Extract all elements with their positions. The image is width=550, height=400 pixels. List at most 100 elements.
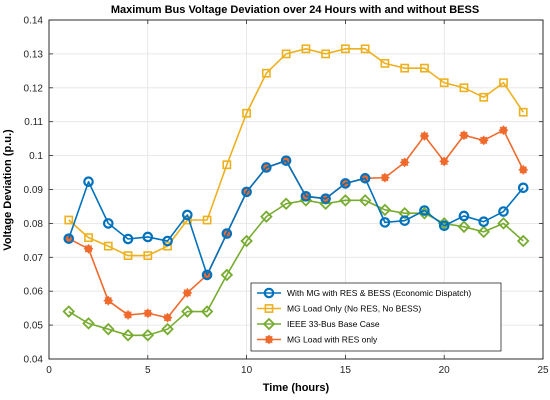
data-point-square [202, 215, 212, 225]
data-point-diamond [240, 234, 253, 248]
data-point-diamond [516, 234, 530, 248]
data-point-square [439, 78, 449, 88]
star-ray [480, 136, 488, 145]
data-point-circle [102, 218, 114, 229]
data-point-circle [340, 178, 351, 189]
y-tick-label: 0.06 [24, 287, 44, 298]
star-ray [144, 309, 152, 317]
legend-item: IEEE 33-Bus Base Case [257, 317, 380, 331]
legend-label: MG Load Only (No RES, No BESS) [287, 304, 421, 314]
y-axis: 0.04 0.05 0.06 0.07 0.08 0.09 0.1 0.11 0.12 0.13 0… [24, 16, 543, 366]
data-point-circle [320, 193, 331, 204]
series-square [64, 44, 528, 261]
data-point-square [400, 63, 410, 73]
data-point-circle [300, 190, 312, 202]
data-point-circle [221, 228, 233, 239]
x-axis: 0 5 10 15 20 25 [46, 20, 549, 376]
legend-box [250, 282, 502, 352]
data-point-diamond [358, 194, 372, 207]
legend-item: With MG with RES & BESS (Economic Dispat… [257, 287, 471, 299]
data-point-square [499, 78, 508, 88]
data-point-circle [63, 233, 75, 244]
data-point-square [459, 83, 469, 93]
y-tick-label: 0.1 [29, 151, 43, 162]
data-point-circle [182, 209, 193, 221]
data-point-diamond [279, 197, 293, 211]
data-point-diamond [260, 210, 273, 223]
y-axis-title: Voltage Deviation (p.u.) [2, 129, 14, 251]
y-tick-label: 0.05 [24, 321, 44, 332]
data-point-circle [162, 235, 173, 247]
data-point-circle [419, 205, 430, 216]
data-point-circle [201, 269, 213, 281]
data-point-circle [379, 217, 391, 228]
star-ray [440, 157, 448, 166]
data-point-square [380, 58, 390, 68]
data-point-square [261, 68, 271, 78]
data-point-diamond [339, 194, 352, 207]
data-point-square [420, 63, 429, 73]
star-ray [400, 158, 409, 167]
data-point-circle [478, 216, 490, 228]
legend-label: With MG with RES & BESS (Economic Dispat… [287, 288, 471, 298]
y-tick-label: 0.09 [24, 185, 44, 196]
x-tick-label: 5 [145, 365, 151, 376]
data-point-diamond [181, 305, 194, 318]
data-point-square [479, 92, 489, 102]
star-ray [163, 313, 172, 322]
data-point-square [321, 49, 331, 59]
data-point-diamond [398, 206, 411, 220]
data-point-circle [261, 162, 272, 173]
data-point-diamond [497, 217, 510, 230]
y-tick-label: 0.13 [24, 49, 44, 60]
star-ray [381, 173, 389, 182]
data-point-diamond [62, 305, 76, 318]
data-point-circle [458, 210, 470, 222]
data-point-diamond [161, 322, 174, 336]
star-ray [84, 245, 93, 253]
data-point-circle [142, 231, 154, 243]
data-point-circle [399, 215, 410, 226]
x-tick-label: 0 [46, 365, 52, 376]
data-point-square [360, 44, 370, 54]
data-point-diamond [141, 328, 155, 342]
data-point-diamond [220, 268, 234, 282]
data-point-square [222, 160, 232, 170]
data-point-circle [517, 182, 529, 194]
data-point-circle [438, 220, 450, 232]
data-point-diamond [262, 317, 276, 331]
legend-item: MG Load Only (No RES, No BESS) [257, 304, 421, 314]
data-point-circle [122, 233, 134, 245]
data-point-diamond [102, 322, 115, 336]
data-point-circle [280, 155, 292, 166]
star-ray [519, 166, 527, 174]
data-point-square [64, 215, 74, 225]
x-tick-label: 20 [439, 365, 451, 376]
y-tick-label: 0.04 [24, 355, 44, 366]
y-tick-label: 0.14 [24, 16, 44, 27]
legend-item: MG Load with RES only [257, 335, 378, 345]
data-point-circle [83, 176, 94, 188]
series-layer [62, 44, 530, 342]
y-tick-label: 0.12 [24, 83, 44, 94]
legend-label: MG Load with RES only [287, 335, 378, 345]
legend-label: IEEE 33-Bus Base Case [287, 319, 380, 329]
data-point-square [301, 44, 311, 54]
chart-title: Maximum Bus Voltage Deviation over 24 Ho… [111, 4, 479, 16]
star-ray [460, 131, 468, 139]
data-point-square [518, 107, 528, 117]
star-ray [104, 296, 112, 305]
data-point-square [264, 304, 274, 313]
data-point-square [103, 241, 113, 251]
data-point-square [143, 251, 153, 261]
legend: With MG with RES & BESS (Economic Dispat… [250, 282, 502, 352]
data-point-square [340, 44, 350, 54]
data-point-square [84, 233, 93, 243]
data-point-square [163, 241, 172, 251]
data-point-circle [359, 173, 371, 184]
data-point-circle [241, 186, 252, 198]
star-ray [420, 132, 429, 140]
data-point-diamond [200, 305, 214, 318]
x-axis-title: Time (hours) [263, 382, 330, 394]
